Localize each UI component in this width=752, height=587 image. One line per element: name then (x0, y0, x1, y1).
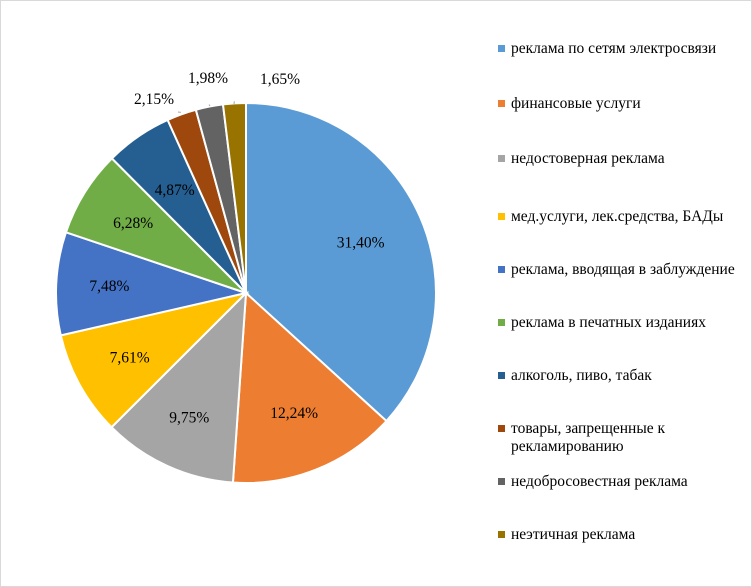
data-label-7: 4,87% (155, 182, 195, 199)
legend-item-4: мед.услуги, лек.средства, БАДы (498, 208, 743, 226)
pie-slices (55, 101, 437, 484)
legend-swatch (498, 100, 505, 107)
legend-item-2: финансовые услуги (498, 95, 743, 113)
legend-swatch (498, 531, 505, 538)
legend-swatch (498, 478, 505, 485)
leader-lines (177, 101, 235, 113)
legend-label: реклама, вводящая в заблуждение (511, 261, 735, 278)
data-label-5: 7,48% (89, 278, 129, 295)
data-label-2: 12,24% (270, 405, 318, 422)
legend-label: недобросовестная реклама (511, 473, 688, 490)
legend-label: недостоверная реклама (511, 150, 665, 167)
data-label-4: 7,61% (110, 349, 150, 366)
data-label-3: 9,75% (169, 410, 209, 427)
legend-swatch (498, 155, 505, 162)
data-label-6: 6,28% (113, 215, 153, 232)
data-label-8: 2,15% (134, 91, 174, 108)
legend-label: товары, запрещенные к рекламированию (511, 420, 666, 455)
legend-label: мед.услуги, лек.средства, БАДы (511, 208, 724, 225)
legend-label: реклама по сетям электросвязи (511, 40, 717, 57)
legend-item-3: недостоверная реклама (498, 150, 743, 168)
data-label-9: 1,98% (188, 70, 228, 87)
legend-item-9: недобросовестная реклама (498, 473, 743, 491)
legend-item-5: реклама, вводящая в заблуждение (498, 261, 743, 279)
legend-label: неэтичная реклама (511, 526, 636, 543)
legend-label: алкоголь, пиво, табак (511, 367, 652, 384)
legend-label: финансовые услуги (511, 95, 641, 112)
legend-swatch (498, 372, 505, 379)
legend-swatch (498, 319, 505, 326)
leader-line-9 (208, 104, 211, 107)
data-label-10: 1,65% (260, 71, 300, 88)
pie-slice-1 (245, 101, 437, 423)
legend-item-8: товары, запрещенные к рекламированию (498, 420, 743, 456)
legend-label: реклама в печатных изданиях (511, 314, 706, 331)
data-label-1: 31,40% (337, 234, 385, 251)
legend-item-1: реклама по сетям электросвязи (498, 40, 743, 58)
pie-slice-4 (59, 291, 250, 429)
pie-slice-3 (110, 290, 248, 484)
legend-swatch (498, 266, 505, 273)
legend-item-6: реклама в печатных изданиях (498, 314, 743, 332)
legend-swatch (498, 45, 505, 52)
legend-swatch (498, 425, 505, 432)
legend-item-7: алкоголь, пиво, табак (498, 367, 743, 385)
legend-swatch (498, 213, 505, 220)
data-labels: 31,40% 12,24% 9,75% 7,61% 7,48% 6,28%4,87% 2,1… (89, 70, 384, 427)
pie-slice-5 (55, 231, 250, 337)
pie-slice-2 (231, 290, 388, 484)
legend-item-10: неэтичная реклама (498, 526, 743, 544)
